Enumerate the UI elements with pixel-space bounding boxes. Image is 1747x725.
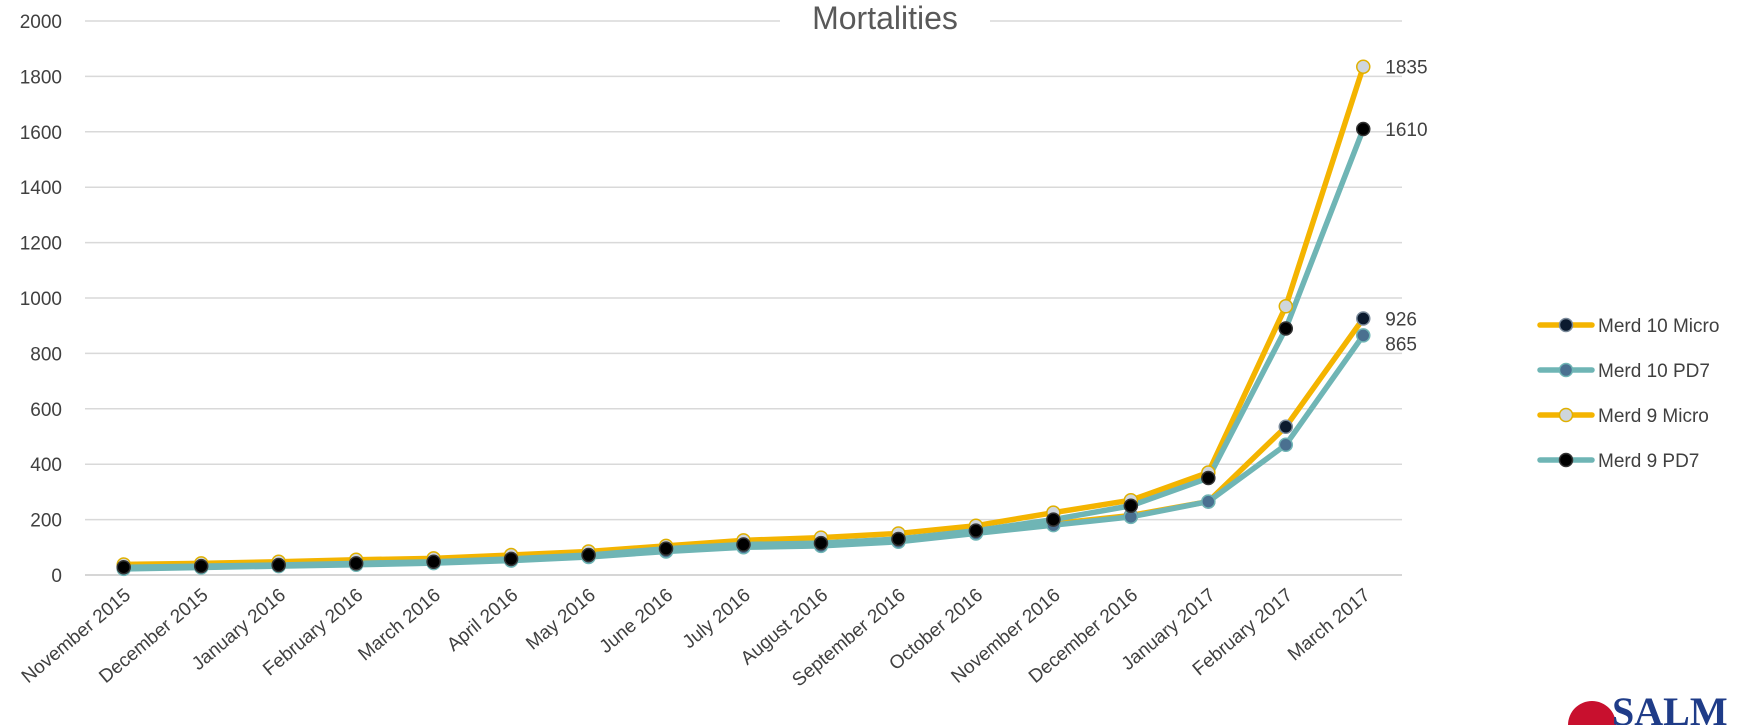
data-point: [813, 535, 829, 551]
y-tick-label: 1000: [20, 289, 62, 310]
data-point: [1356, 121, 1371, 137]
logo-emblem: [1568, 701, 1616, 725]
x-tick-label: April 2016: [443, 585, 522, 656]
legend-marker: [1558, 407, 1574, 423]
legend-marker: [1558, 452, 1574, 468]
legend: Merd 10 Micro Merd 10 PD7 Merd 9 Micro Merd…: [1537, 316, 1719, 472]
grid: [85, 20, 1402, 576]
data-point: [426, 554, 441, 569]
y-tick-label: 1800: [20, 67, 62, 88]
y-axis: 0 200 400 600 800 1000 1200 1400 1600 1800 2000: [20, 12, 62, 587]
data-label: 1610: [1385, 120, 1427, 141]
data-point: [1278, 321, 1294, 336]
data-point: [1356, 311, 1371, 326]
data-point: [271, 557, 286, 573]
data-point: [193, 558, 209, 574]
legend-label: Merd 9 Micro: [1598, 406, 1709, 427]
x-tick-label: July 2016: [679, 585, 755, 653]
y-tick-label: 600: [30, 400, 62, 421]
data-point: [1356, 59, 1371, 74]
y-tick-label: 1200: [20, 234, 62, 255]
y-tick-label: 0: [51, 566, 62, 587]
data-point: [1123, 498, 1139, 513]
chart-title: Mortalities: [812, 0, 958, 36]
data-point: [1278, 419, 1294, 435]
x-tick-label: June 2016: [596, 585, 677, 658]
data-point: [891, 531, 906, 547]
data-point: [1356, 328, 1371, 343]
series-line-merd-9-pd7: [120, 126, 1367, 570]
legend-label: Merd 9 PD7: [1598, 451, 1699, 472]
data-point: [116, 559, 131, 575]
data-point: [581, 547, 596, 563]
data-label: 1835: [1385, 58, 1427, 79]
data-point: [1278, 299, 1294, 314]
data-point: [968, 523, 984, 538]
data-point: [503, 551, 519, 567]
legend-label: Merd 10 PD7: [1598, 361, 1710, 382]
company-logo: SALM: [1568, 689, 1728, 725]
data-point: [658, 541, 674, 556]
logo-wordmark: SALM: [1612, 689, 1728, 725]
series-line-merd-10-micro: [120, 315, 1367, 571]
y-tick-label: 2000: [20, 12, 62, 33]
legend-marker: [1558, 317, 1574, 333]
title-background: [780, 0, 990, 36]
x-tick-label: May 2016: [522, 585, 599, 655]
data-point: [1278, 437, 1294, 453]
data-point: [1201, 494, 1216, 509]
y-tick-label: 1600: [20, 123, 62, 144]
data-point: [1201, 470, 1216, 486]
x-tick-label: March 2016: [354, 585, 444, 666]
y-tick-label: 400: [30, 455, 62, 476]
series-layer: [116, 59, 1371, 577]
legend-label: Merd 10 Micro: [1598, 316, 1719, 337]
y-tick-label: 800: [30, 344, 62, 365]
data-label: 865: [1385, 334, 1417, 355]
data-label: 926: [1385, 309, 1417, 330]
data-point: [348, 556, 364, 571]
y-tick-label: 200: [30, 511, 62, 532]
y-tick-label: 1400: [20, 178, 62, 199]
data-labels: 926 865 1835 1610: [1385, 58, 1427, 356]
data-point: [736, 537, 751, 552]
legend-marker: [1558, 362, 1574, 378]
data-point: [1046, 512, 1061, 527]
x-tick-label: March 2017: [1284, 585, 1374, 666]
